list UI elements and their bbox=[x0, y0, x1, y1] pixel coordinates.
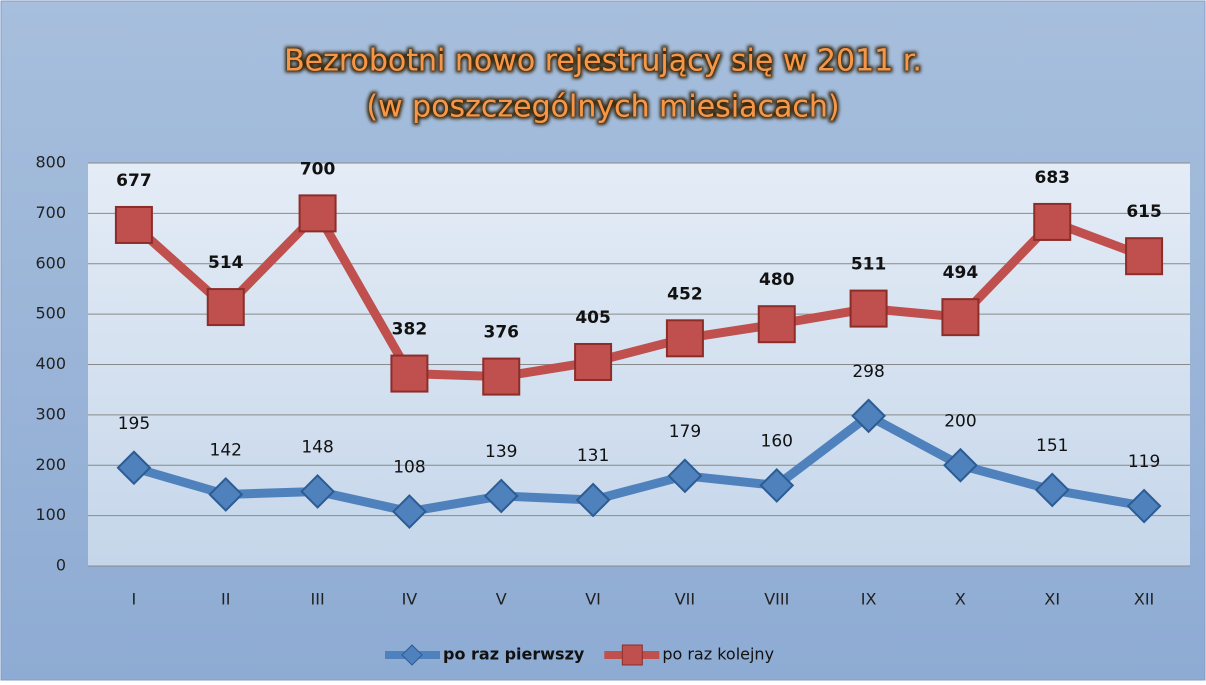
data-point bbox=[208, 477, 244, 512]
data-label: 151 bbox=[1036, 436, 1068, 456]
data-point bbox=[1033, 202, 1072, 241]
data-label: 382 bbox=[392, 320, 428, 340]
data-point bbox=[757, 305, 796, 344]
data-label: 179 bbox=[669, 422, 701, 442]
data-point bbox=[759, 467, 795, 503]
x-tick-label: VII bbox=[675, 590, 695, 609]
x-tick-label: XII bbox=[1134, 590, 1154, 609]
x-tick-label: XI bbox=[1044, 590, 1060, 609]
x-tick-label: VIII bbox=[764, 590, 789, 609]
data-label: 148 bbox=[301, 437, 333, 457]
y-tick-label: 700 bbox=[35, 203, 66, 222]
x-tick-label: X bbox=[955, 590, 966, 609]
y-tick-label: 600 bbox=[35, 253, 66, 272]
data-label: 677 bbox=[116, 171, 152, 191]
data-point bbox=[941, 298, 980, 337]
data-point bbox=[298, 194, 337, 233]
chart-title: Bezrobotni nowo rejestrujący się w 2011 … bbox=[284, 44, 922, 79]
data-point bbox=[1125, 237, 1164, 276]
data-label: 452 bbox=[667, 284, 703, 304]
data-label: 119 bbox=[1128, 452, 1160, 472]
x-tick-label: III bbox=[311, 590, 325, 609]
y-tick-label: 300 bbox=[35, 404, 66, 423]
legend-marker bbox=[621, 644, 643, 666]
data-label: 376 bbox=[484, 323, 520, 343]
data-label: 494 bbox=[943, 263, 979, 283]
data-label: 700 bbox=[300, 159, 336, 179]
data-label: 511 bbox=[851, 255, 887, 275]
data-label: 142 bbox=[210, 440, 242, 460]
x-tick-label: I bbox=[132, 590, 137, 609]
data-label: 200 bbox=[944, 411, 976, 431]
data-label: 615 bbox=[1126, 202, 1162, 222]
data-point bbox=[482, 357, 521, 396]
y-tick-label: 400 bbox=[35, 354, 66, 373]
y-tick-label: 800 bbox=[35, 153, 66, 172]
legend-marker bbox=[401, 644, 423, 666]
data-label: 480 bbox=[759, 270, 795, 290]
data-label: 160 bbox=[761, 431, 793, 451]
data-point bbox=[483, 478, 519, 514]
data-point bbox=[574, 342, 613, 381]
data-label: 195 bbox=[118, 414, 150, 434]
data-label: 139 bbox=[485, 442, 517, 462]
data-point bbox=[114, 205, 153, 244]
data-point bbox=[390, 354, 429, 393]
data-point bbox=[943, 447, 978, 483]
data-label: 108 bbox=[393, 458, 425, 478]
data-point bbox=[1126, 488, 1162, 524]
data-point bbox=[575, 482, 611, 518]
data-label: 298 bbox=[852, 362, 884, 382]
data-label: 131 bbox=[577, 446, 609, 466]
data-point bbox=[667, 458, 703, 494]
data-label: 683 bbox=[1035, 168, 1071, 188]
x-tick-label: IV bbox=[402, 590, 418, 609]
legend-label: po raz kolejny bbox=[662, 645, 774, 664]
data-point bbox=[665, 319, 704, 358]
x-tick-label: II bbox=[221, 590, 230, 609]
data-label: 514 bbox=[208, 253, 244, 273]
data-point bbox=[849, 289, 888, 328]
y-tick-label: 100 bbox=[35, 505, 66, 524]
x-tick-label: V bbox=[496, 590, 507, 609]
legend-label: po raz pierwszy bbox=[443, 645, 585, 664]
data-label: 405 bbox=[575, 308, 611, 328]
y-tick-label: 500 bbox=[35, 304, 66, 323]
data-point bbox=[206, 288, 245, 327]
y-tick-label: 0 bbox=[56, 556, 66, 575]
data-point bbox=[116, 450, 152, 486]
data-point bbox=[392, 494, 427, 530]
chart-subtitle: (w poszczególnych miesiacach) bbox=[366, 90, 839, 125]
y-tick-label: 200 bbox=[35, 455, 66, 474]
data-point bbox=[300, 474, 335, 509]
data-point bbox=[1034, 472, 1070, 508]
x-tick-label: VI bbox=[585, 590, 601, 609]
x-tick-label: IX bbox=[861, 590, 877, 609]
data-point bbox=[851, 398, 886, 434]
